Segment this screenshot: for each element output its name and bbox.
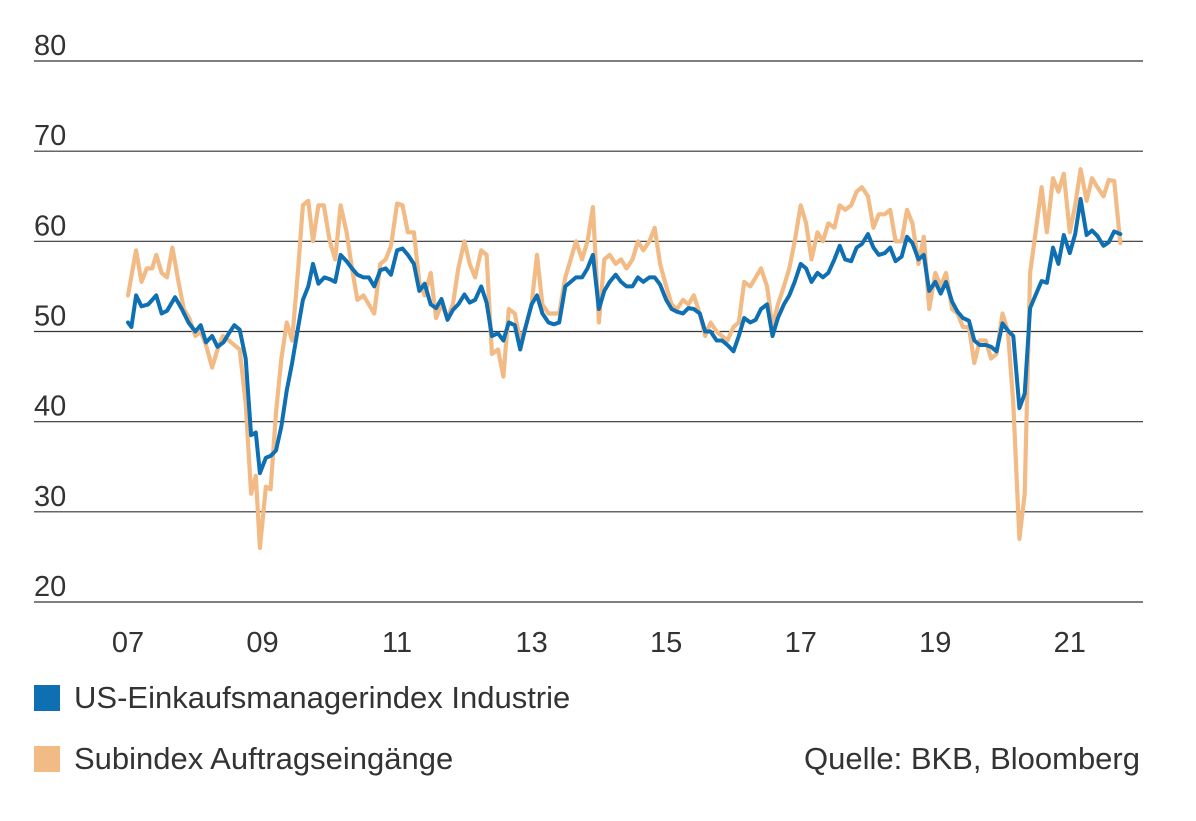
y-tick-60: 60 [34,210,66,242]
y-tick-30: 30 [34,481,66,513]
x-tick-13: 13 [516,627,548,659]
x-tick-09: 09 [246,627,278,659]
x-tick-15: 15 [650,627,682,659]
y-tick-20: 20 [34,571,66,603]
x-tick-17: 17 [785,627,817,659]
x-tick-21: 21 [1054,627,1086,659]
y-tick-labels: 20 30 40 50 60 70 80 [34,30,66,603]
legend-swatch-orders [34,746,60,772]
legend-swatch-pmi [34,685,60,711]
source-note: Quelle: BKB, Bloomberg [803,741,1140,776]
legend-item-pmi: US-Einkaufsmanagerindex Industrie [34,680,570,716]
y-tick-40: 40 [34,391,66,423]
y-tick-50: 50 [34,301,66,333]
legend-item-orders: Subindex Auftragseingänge [34,741,453,777]
y-tick-70: 70 [34,120,66,152]
x-tick-11: 11 [382,627,412,659]
series-line-orders [125,167,1123,551]
x-tick-labels: 07 09 11 13 15 17 19 21 [112,627,1086,659]
legend-label-pmi: US-Einkaufsmanagerindex Industrie [74,680,571,715]
x-tick-07: 07 [112,627,144,659]
x-tick-19: 19 [919,627,951,659]
series-lines [125,167,1123,551]
legend-label-orders: Subindex Auftragseingänge [74,741,454,776]
y-tick-80: 80 [34,30,66,62]
series-line-pmi [126,197,1123,476]
